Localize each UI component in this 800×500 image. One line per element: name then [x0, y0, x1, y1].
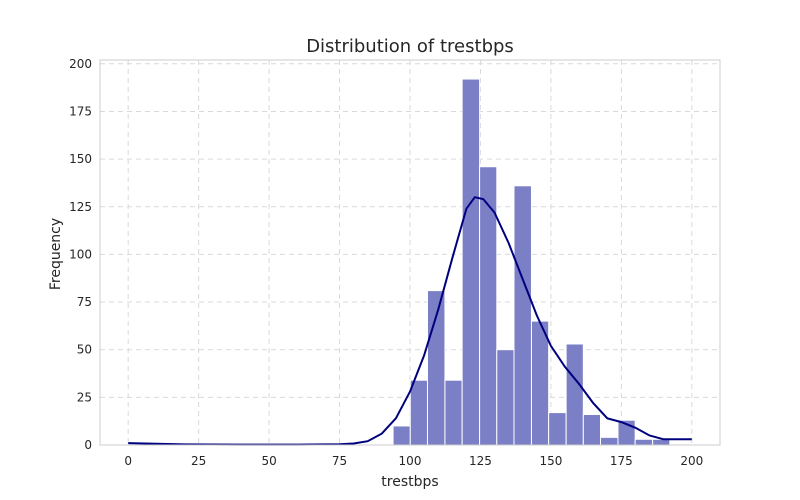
y-axis-label: Frequency — [48, 218, 64, 290]
y-tick-label: 75 — [77, 295, 92, 309]
x-tick-label: 0 — [124, 454, 132, 468]
y-tick-label: 0 — [84, 438, 92, 452]
x-tick-label: 200 — [680, 454, 703, 468]
x-tick-label: 150 — [539, 454, 562, 468]
x-tick-label: 175 — [610, 454, 633, 468]
kde-curve — [128, 196, 692, 446]
histogram-bar — [496, 349, 515, 446]
histogram-bar — [530, 320, 550, 446]
y-tick-label: 200 — [69, 57, 92, 71]
histogram-bar — [409, 379, 428, 446]
chart-title: Distribution of trestbps — [306, 36, 514, 57]
histogram-bar — [582, 414, 602, 446]
y-tick-label: 25 — [77, 390, 92, 404]
x-tick-label: 100 — [399, 454, 422, 468]
histogram-bar — [444, 379, 463, 446]
y-tick-label: 100 — [69, 247, 92, 261]
histogram-bars — [392, 78, 671, 446]
x-tick-label: 75 — [332, 454, 347, 468]
histogram-bar — [600, 436, 619, 446]
histogram-bar — [513, 185, 532, 446]
x-tick-label: 25 — [191, 454, 206, 468]
histogram-bar — [634, 438, 654, 446]
histogram-bar — [479, 166, 498, 446]
x-tick-label: 50 — [261, 454, 276, 468]
y-tick-label: 175 — [69, 104, 92, 118]
y-tick-label: 150 — [69, 152, 92, 166]
histogram-bar — [565, 343, 584, 446]
y-tick-label: 125 — [69, 200, 92, 214]
x-tick-label: 125 — [469, 454, 492, 468]
histogram-bar — [392, 425, 411, 446]
x-axis-label: trestbps — [381, 474, 438, 490]
x-tick-labels: 0 25 50 75 100 125 150 175 200 — [124, 454, 703, 468]
histogram-bar — [548, 412, 567, 446]
grid-lines — [100, 60, 720, 446]
histogram-bar — [461, 78, 481, 446]
y-tick-label: 50 — [77, 343, 92, 357]
y-tick-labels: 0 25 50 75 100 125 150 175 200 — [69, 57, 92, 452]
plot-frame — [99, 59, 721, 446]
